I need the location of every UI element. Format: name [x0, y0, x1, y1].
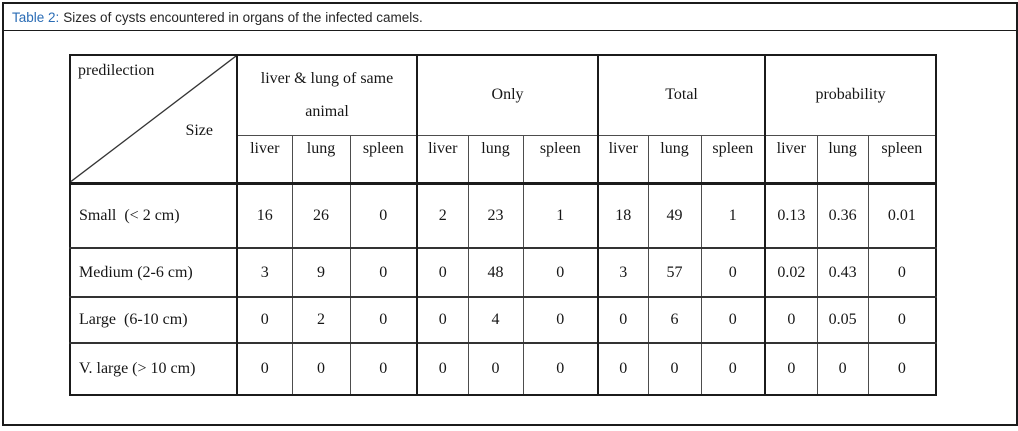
table-cell: 0.05: [816, 296, 869, 343]
table-cell: 48: [467, 247, 523, 297]
table-cell: 6: [647, 296, 702, 343]
cyst-size-table: predilection Size liver & lung of same a…: [69, 54, 938, 396]
organ-header-liver: liver: [236, 135, 292, 185]
row-label: Medium (2-6 cm): [70, 247, 238, 297]
table-cell: 0: [237, 342, 292, 395]
organ-header-liver: liver: [764, 135, 818, 185]
table-row-large: Large (6-10 cm) 0 2 0 0 4 0 0 6 0 0 0.05…: [70, 296, 937, 343]
table-cell: 4: [467, 296, 523, 343]
table-cell: 0: [291, 342, 350, 395]
caption-label: Table 2:: [12, 10, 60, 25]
table-cell: 0: [867, 247, 937, 297]
organ-header-lung: lung: [816, 135, 869, 185]
table-cell: 0: [349, 342, 417, 395]
group-header-total: Total: [597, 55, 766, 136]
table-row-very-large: V. large (> 10 cm) 0 0 0 0 0 0 0 0 0 0 0…: [70, 342, 937, 395]
table-cell: 0: [764, 342, 818, 395]
table-cell: 0: [597, 296, 649, 343]
table-cell: 2: [416, 183, 468, 248]
table-cell: 0: [349, 296, 417, 343]
table-cell: 3: [237, 247, 292, 297]
table-cell: 0.43: [816, 247, 869, 297]
table-cell: 0: [764, 296, 818, 343]
table-cell: 0: [522, 247, 599, 297]
table-cell: 9: [291, 247, 350, 297]
table-cell: 16: [256, 206, 273, 224]
table-cell: 18: [597, 183, 649, 248]
organ-header-liver: liver: [416, 135, 468, 185]
corner-label-predilection: predilection: [78, 62, 155, 79]
table-cell: 0: [700, 342, 766, 395]
table-cell: 0: [416, 247, 468, 297]
table-cell: 0: [597, 342, 649, 395]
organ-header-spleen: spleen: [700, 135, 766, 185]
row-label: Large (6-10 cm): [70, 296, 238, 343]
diagonal-divider: [71, 56, 236, 182]
row-label: Small (< 2 cm): [70, 183, 238, 248]
table-cell: 49: [647, 183, 702, 248]
table-cell: 0: [700, 247, 766, 297]
table-cell: 0: [416, 342, 468, 395]
table-cell: 0.13: [764, 183, 818, 248]
table-cell: 0.36: [816, 183, 869, 248]
table-cell: 0.02: [764, 247, 818, 297]
table-cell: 0: [816, 342, 869, 395]
caption-text: Sizes of cysts encountered in organs of …: [63, 10, 423, 25]
organ-header-row: liver lung spleen liver lung spleen live…: [70, 135, 937, 185]
organ-header-spleen: spleen: [867, 135, 937, 185]
table-cell: 0: [647, 342, 702, 395]
organ-header-liver: liver: [597, 135, 649, 185]
table-cell: 0: [522, 342, 599, 395]
table-cell: 0: [349, 247, 417, 297]
group-header-probability: probability: [764, 55, 937, 136]
table-cell: 0: [467, 342, 523, 395]
table-cell: 23: [467, 183, 523, 248]
table-cell: 57: [647, 247, 702, 297]
organ-header-spleen: spleen: [349, 135, 417, 185]
table-row-medium: Medium (2-6 cm) 3 9 0 0 48 0 3 57 0 0.02…: [70, 247, 937, 297]
corner-label-size: Size: [185, 122, 213, 139]
table-cell: 0.01: [867, 183, 937, 248]
table-cell: 0: [700, 296, 766, 343]
group-header-row: predilection Size liver & lung of same a…: [70, 55, 937, 185]
table-cell: 0: [522, 296, 599, 343]
table-cell: 1: [522, 183, 599, 248]
table-cell: 26: [291, 183, 350, 248]
organ-header-lung: lung: [467, 135, 523, 185]
table-caption: Table 2: Sizes of cysts encountered in or…: [4, 4, 1016, 31]
organ-header-spleen: spleen: [522, 135, 599, 185]
group-header-same-animal: liver & lung of same animal: [236, 55, 417, 136]
group-header-only: Only: [415, 55, 599, 136]
table-cell: 0: [867, 296, 937, 343]
table-cell: 0: [349, 183, 417, 248]
table-cell: 3: [597, 247, 649, 297]
organ-header-lung: lung: [291, 135, 350, 185]
organ-header-lung: lung: [647, 135, 702, 185]
table-cell: 1: [700, 183, 766, 248]
table-cell: 0: [867, 342, 937, 395]
row-label: V. large (> 10 cm): [70, 342, 238, 395]
corner-cell: predilection Size: [70, 55, 238, 185]
table-cell: 0: [237, 296, 292, 343]
table-cell: 0: [416, 296, 468, 343]
table-row-small: Small (< 2 cm) 16 26 0 2 23 1 18 49 1 0.…: [70, 183, 937, 248]
table-cell: 2: [291, 296, 350, 343]
